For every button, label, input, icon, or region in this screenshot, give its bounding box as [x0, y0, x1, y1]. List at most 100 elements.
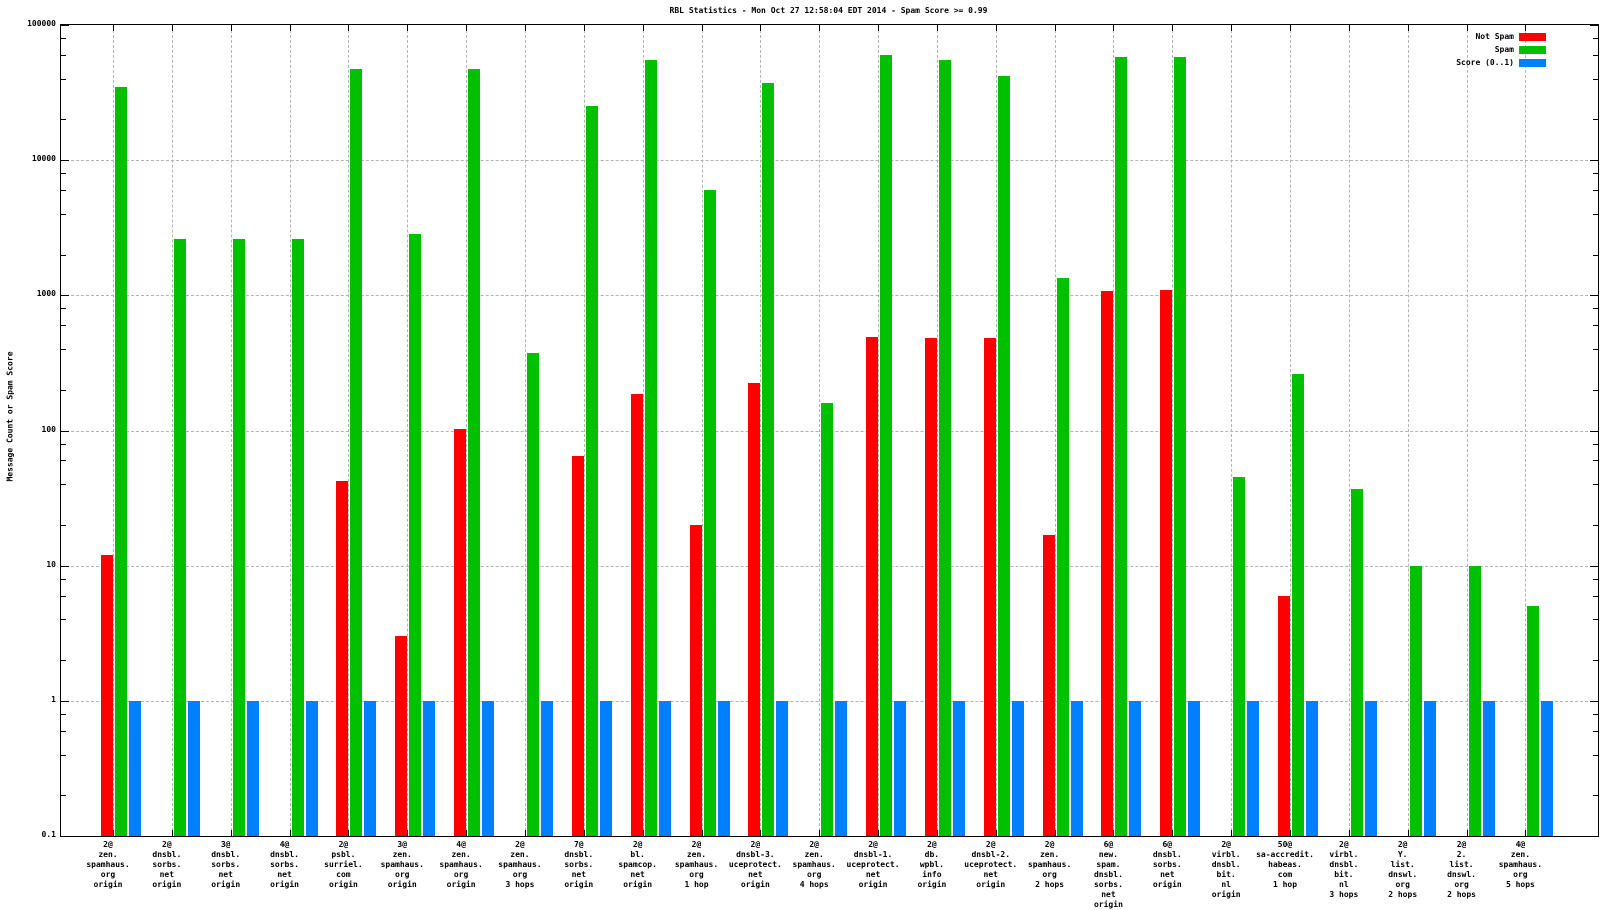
legend-item: Not Spam	[1240, 30, 1546, 43]
x-tick-bottom	[1525, 830, 1527, 836]
y-minor-tick-left	[61, 190, 66, 192]
x-category-label: 3@ zen. spamhaus. org origin	[322, 840, 482, 890]
v-gridline	[819, 25, 821, 836]
y-minor-tick-right	[1593, 754, 1598, 756]
v-gridline	[524, 25, 526, 836]
bar-spam	[1350, 488, 1363, 836]
y-minor-tick-right	[1593, 173, 1598, 175]
x-category-label-line: 2 hops	[1388, 890, 1418, 899]
x-tick-bottom	[524, 830, 526, 836]
y-minor-tick-right	[1593, 595, 1598, 597]
x-category-label-line: zen.	[1510, 850, 1531, 859]
x-category-label: 3@ dnsbl. sorbs. net origin	[146, 840, 306, 890]
y-major-tick-right	[1590, 25, 1598, 26]
bar-score	[894, 700, 907, 836]
x-category-label-line: net	[865, 870, 881, 879]
bar-score	[1482, 700, 1495, 836]
x-category-label: 7@ dnsbl. sorbs. net origin	[499, 840, 659, 890]
legend-swatch	[1519, 32, 1546, 41]
x-category-label-line: sorbs.	[152, 860, 182, 869]
x-tick-bottom	[1172, 830, 1174, 836]
y-minor-tick-left	[61, 325, 66, 327]
x-category-label-line: net	[1101, 890, 1116, 899]
x-tick-bottom	[1466, 830, 1468, 836]
bar-spam	[1292, 374, 1304, 836]
bar-score	[1011, 700, 1024, 836]
bar-spam	[232, 239, 245, 836]
bar-spam	[1468, 565, 1481, 836]
x-category-label-line: dnsbl.	[270, 850, 299, 859]
y-minor-tick-right	[1593, 443, 1598, 445]
y-minor-tick-left	[61, 754, 66, 756]
x-tick-top	[524, 25, 526, 31]
bar-score	[246, 700, 259, 836]
y-minor-tick-left	[61, 795, 66, 797]
x-category-label-line: net	[630, 870, 645, 879]
v-gridline	[1290, 25, 1291, 836]
x-category-label-line: spamhaus.	[792, 860, 836, 869]
x-tick-bottom	[1290, 830, 1291, 836]
y-minor-tick-left	[61, 660, 66, 662]
bar-not-spam	[336, 481, 349, 836]
x-category-label-line: bl.	[630, 850, 645, 859]
v-gridline	[1054, 25, 1056, 836]
bar-score	[776, 700, 789, 836]
bar-not-spam	[395, 636, 408, 836]
bar-not-spam	[101, 554, 113, 836]
x-category-label-line: sorbs.	[1093, 880, 1123, 889]
x-category-label-line: dnsbl-2.	[971, 850, 1011, 859]
y-minor-tick-left	[61, 595, 66, 597]
x-tick-bottom	[230, 830, 232, 836]
x-category-label-line: psbl.	[331, 850, 356, 859]
v-gridline	[230, 25, 232, 836]
x-category-label: 2@ dnsbl. sorbs. net origin	[87, 840, 247, 890]
bar-not-spam	[454, 428, 467, 836]
x-category-label: 4@ zen. spamhaus. org origin	[381, 840, 541, 890]
x-category-label-line: 2@	[632, 840, 643, 849]
x-category-label-line: 3 hops	[505, 880, 535, 889]
x-category-label-line: net	[159, 870, 175, 879]
x-tick-bottom	[1407, 830, 1409, 836]
x-category-label-line: 2@	[1339, 840, 1349, 849]
x-category-label-line: virbl.	[1329, 850, 1359, 859]
bar-not-spam	[866, 337, 879, 836]
x-category-label-line: 4@	[279, 840, 290, 849]
y-minor-tick-right	[1593, 578, 1598, 580]
y-minor-tick-left	[61, 524, 66, 526]
x-tick-bottom	[642, 830, 644, 836]
x-category-label-line: com	[336, 870, 351, 879]
y-minor-tick-right	[1593, 484, 1598, 486]
x-category-label-line: net	[1160, 870, 1175, 879]
x-category-label-line: origin	[328, 880, 358, 889]
y-minor-tick-right	[1593, 389, 1598, 391]
bar-score	[1129, 700, 1142, 836]
x-category-label-line: origin	[270, 880, 299, 889]
x-category-label-line: list.	[1449, 860, 1474, 869]
x-category-label-line: dnsbl.	[1329, 860, 1359, 869]
y-minor-tick-left	[61, 119, 66, 121]
x-tick-bottom	[878, 830, 880, 836]
y-minor-tick-left	[61, 78, 66, 80]
y-minor-tick-left	[61, 443, 66, 445]
x-category-label: 2@ dnsbl-2. uceprotect. net origin	[911, 840, 1071, 890]
x-category-label-line: dnswl.	[1388, 870, 1418, 879]
x-category-label-line: origin	[1152, 880, 1182, 889]
x-tick-bottom	[289, 830, 291, 836]
bar-spam	[821, 402, 834, 836]
x-category-label-line: 4@	[456, 840, 466, 849]
bar-spam	[938, 60, 951, 836]
bar-score	[129, 700, 141, 836]
v-gridline	[1348, 25, 1350, 836]
v-gridline	[936, 25, 938, 836]
y-minor-tick-left	[61, 578, 66, 580]
x-tick-top	[819, 25, 821, 31]
y-tick-label: 100000	[27, 19, 56, 28]
x-category-label-line: 1 hop	[684, 880, 709, 889]
x-category-label-line: dnswl.	[1447, 870, 1476, 879]
y-minor-tick-left	[61, 173, 66, 175]
v-gridline	[1466, 25, 1468, 836]
x-category-label-line: uceprotect.	[846, 860, 900, 869]
x-category-label-line: 2@	[162, 840, 172, 849]
x-category-label-line: origin	[623, 880, 653, 889]
x-category-label-line: 6@	[1103, 840, 1114, 849]
